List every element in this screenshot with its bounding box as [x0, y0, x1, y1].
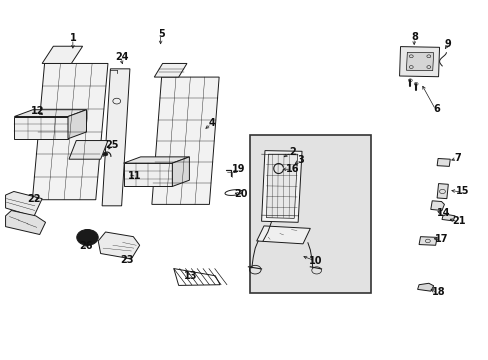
- Text: 21: 21: [451, 216, 465, 226]
- Text: 5: 5: [158, 29, 164, 39]
- Text: 17: 17: [434, 234, 448, 244]
- Polygon shape: [102, 69, 130, 206]
- Text: 7: 7: [454, 153, 461, 163]
- Text: 14: 14: [436, 208, 449, 218]
- Text: 18: 18: [431, 287, 445, 297]
- Polygon shape: [32, 63, 108, 200]
- Circle shape: [103, 152, 108, 156]
- Text: 19: 19: [231, 164, 245, 174]
- Polygon shape: [98, 232, 140, 259]
- Polygon shape: [5, 211, 45, 234]
- Text: 22: 22: [27, 194, 41, 204]
- Text: 6: 6: [433, 104, 440, 114]
- Text: 3: 3: [297, 155, 304, 165]
- Polygon shape: [14, 110, 86, 117]
- Text: 1: 1: [69, 33, 76, 43]
- Text: 26: 26: [79, 241, 93, 251]
- Polygon shape: [418, 237, 436, 245]
- Circle shape: [77, 229, 98, 245]
- Polygon shape: [172, 157, 189, 186]
- Text: 23: 23: [121, 255, 134, 265]
- Polygon shape: [14, 117, 68, 139]
- Text: 24: 24: [115, 52, 128, 62]
- Text: 2: 2: [288, 147, 295, 157]
- Polygon shape: [256, 226, 310, 244]
- Text: 10: 10: [308, 256, 321, 266]
- Text: 20: 20: [233, 189, 247, 199]
- Text: 9: 9: [444, 40, 451, 49]
- Polygon shape: [399, 46, 439, 77]
- Polygon shape: [42, 46, 82, 63]
- Text: 8: 8: [411, 32, 418, 42]
- Polygon shape: [154, 63, 186, 77]
- Text: 12: 12: [30, 106, 44, 116]
- Bar: [250, 135, 370, 293]
- Polygon shape: [69, 140, 108, 159]
- Text: 11: 11: [128, 171, 141, 181]
- Polygon shape: [436, 184, 447, 199]
- Polygon shape: [436, 158, 449, 166]
- Text: 15: 15: [455, 186, 469, 197]
- Polygon shape: [261, 150, 302, 222]
- Text: 4: 4: [208, 118, 215, 128]
- Text: 25: 25: [105, 140, 119, 150]
- Polygon shape: [441, 215, 454, 221]
- Polygon shape: [430, 201, 444, 211]
- Polygon shape: [406, 52, 433, 71]
- Polygon shape: [68, 110, 86, 139]
- Polygon shape: [123, 163, 172, 186]
- Polygon shape: [123, 157, 189, 163]
- Polygon shape: [417, 283, 433, 291]
- Polygon shape: [266, 154, 297, 219]
- Circle shape: [80, 232, 95, 243]
- Polygon shape: [5, 192, 42, 217]
- Text: 13: 13: [184, 271, 197, 281]
- Circle shape: [83, 234, 91, 240]
- Text: 16: 16: [285, 163, 299, 174]
- Polygon shape: [152, 77, 219, 204]
